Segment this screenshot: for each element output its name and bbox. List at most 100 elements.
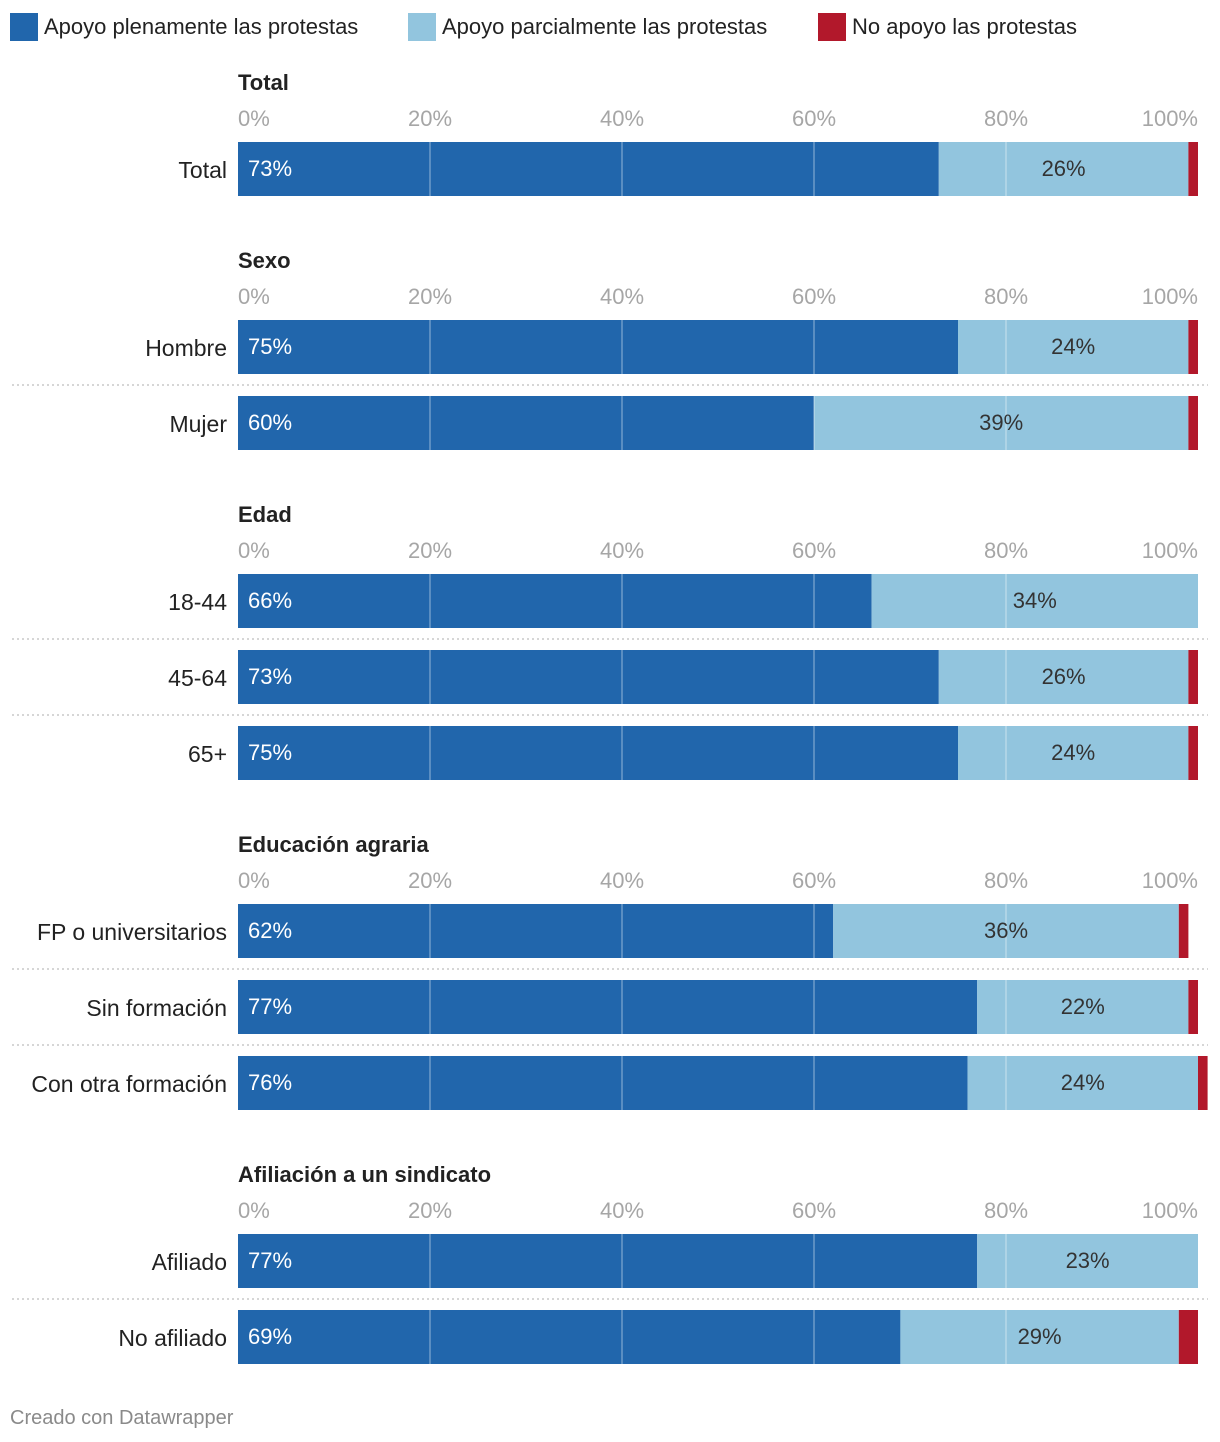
bar-segment-full (238, 574, 872, 628)
group-title: Educación agraria (238, 832, 430, 857)
tick-label: 0% (238, 284, 270, 309)
bar-segment-full (238, 320, 958, 374)
tick-label: 60% (792, 1198, 836, 1223)
value-label-full: 73% (248, 664, 292, 689)
bar-segment-none (1188, 650, 1198, 704)
row-label: 18-44 (168, 589, 227, 615)
tick-label: 0% (238, 1198, 270, 1223)
bar-segment-full (238, 396, 814, 450)
tick-label: 40% (600, 1198, 644, 1223)
bar-segment-partial (958, 726, 1189, 780)
value-label-partial: 23% (1066, 1248, 1110, 1273)
tick-label: 20% (408, 538, 452, 563)
tick-label: 100% (1142, 538, 1198, 563)
value-label-full: 73% (248, 156, 292, 181)
value-label-full: 69% (248, 1324, 292, 1349)
value-label-full: 66% (248, 588, 292, 613)
tick-label: 0% (238, 868, 270, 893)
tick-label: 60% (792, 284, 836, 309)
legend-label-partial: Apoyo parcialmente las protestas (442, 14, 767, 39)
bar-segment-partial (833, 904, 1179, 958)
bar-segment-none (1188, 396, 1198, 450)
row-label: Con otra formación (31, 1071, 227, 1097)
group-title: Total (238, 70, 289, 95)
tick-label: 80% (984, 106, 1028, 131)
tick-label: 20% (408, 106, 452, 131)
bar-segment-none (1198, 1056, 1208, 1110)
tick-label: 40% (600, 538, 644, 563)
row-label: 65+ (188, 741, 227, 767)
bar-segment-partial (900, 1310, 1179, 1364)
value-label-partial: 34% (1013, 588, 1057, 613)
row-label: 45-64 (168, 665, 227, 691)
value-label-partial: 24% (1051, 334, 1095, 359)
tick-label: 80% (984, 538, 1028, 563)
row-label: FP o universitarios (37, 919, 227, 945)
bar-segment-full (238, 904, 834, 958)
footer-credit: Creado con Datawrapper (10, 1407, 234, 1429)
tick-label: 40% (600, 284, 644, 309)
tick-label: 60% (792, 868, 836, 893)
value-label-partial: 39% (979, 410, 1023, 435)
bar-segment-full (238, 1056, 968, 1110)
bar-segment-none (1188, 320, 1198, 374)
bar-segment-partial (938, 142, 1189, 196)
row-label: Sin formación (86, 995, 227, 1021)
value-label-full: 75% (248, 740, 292, 765)
tick-label: 80% (984, 284, 1028, 309)
tick-label: 100% (1142, 1198, 1198, 1223)
bar-segment-partial (958, 320, 1189, 374)
value-label-full: 62% (248, 918, 292, 943)
tick-label: 60% (792, 106, 836, 131)
tick-label: 60% (792, 538, 836, 563)
value-label-partial: 26% (1042, 156, 1086, 181)
tick-label: 80% (984, 1198, 1028, 1223)
row-label: Hombre (145, 335, 227, 361)
row-label: Total (178, 157, 227, 183)
bar-segment-partial (871, 574, 1198, 628)
group-title: Sexo (238, 248, 291, 273)
tick-label: 40% (600, 106, 644, 131)
tick-label: 40% (600, 868, 644, 893)
value-label-partial: 26% (1042, 664, 1086, 689)
value-label-full: 60% (248, 410, 292, 435)
legend-label-none: No apoyo las protestas (852, 14, 1077, 39)
value-label-full: 77% (248, 994, 292, 1019)
bar-segment-partial (938, 650, 1189, 704)
bar-segment-partial (967, 1056, 1198, 1110)
value-label-full: 77% (248, 1248, 292, 1273)
row-label: No afiliado (118, 1325, 227, 1351)
row-label: Afiliado (152, 1249, 227, 1275)
legend-swatch-none (818, 13, 846, 41)
bar-segment-partial (814, 396, 1189, 450)
bar-segment-none (1188, 980, 1198, 1034)
legend-swatch-full (10, 13, 38, 41)
bar-segment-full (238, 726, 958, 780)
tick-label: 80% (984, 868, 1028, 893)
bar-segment-full (238, 1310, 901, 1364)
value-label-partial: 24% (1061, 1070, 1105, 1095)
bar-segment-none (1178, 904, 1189, 958)
bar-segment-partial (977, 980, 1189, 1034)
tick-label: 20% (408, 1198, 452, 1223)
tick-label: 100% (1142, 106, 1198, 131)
bar-segment-full (238, 650, 939, 704)
bar-segment-full (238, 980, 978, 1034)
tick-label: 100% (1142, 284, 1198, 309)
group-title: Edad (238, 502, 292, 527)
legend-swatch-partial (408, 13, 436, 41)
value-label-partial: 29% (1018, 1324, 1062, 1349)
value-label-partial: 24% (1051, 740, 1095, 765)
legend-label-full: Apoyo plenamente las protestas (44, 14, 358, 39)
value-label-partial: 36% (984, 918, 1028, 943)
tick-label: 0% (238, 538, 270, 563)
bar-segment-partial (977, 1234, 1198, 1288)
bar-segment-none (1178, 1310, 1198, 1364)
tick-label: 20% (408, 284, 452, 309)
value-label-full: 76% (248, 1070, 292, 1095)
tick-label: 0% (238, 106, 270, 131)
row-label: Mujer (169, 411, 227, 437)
tick-label: 20% (408, 868, 452, 893)
group-title: Afiliación a un sindicato (238, 1162, 491, 1187)
